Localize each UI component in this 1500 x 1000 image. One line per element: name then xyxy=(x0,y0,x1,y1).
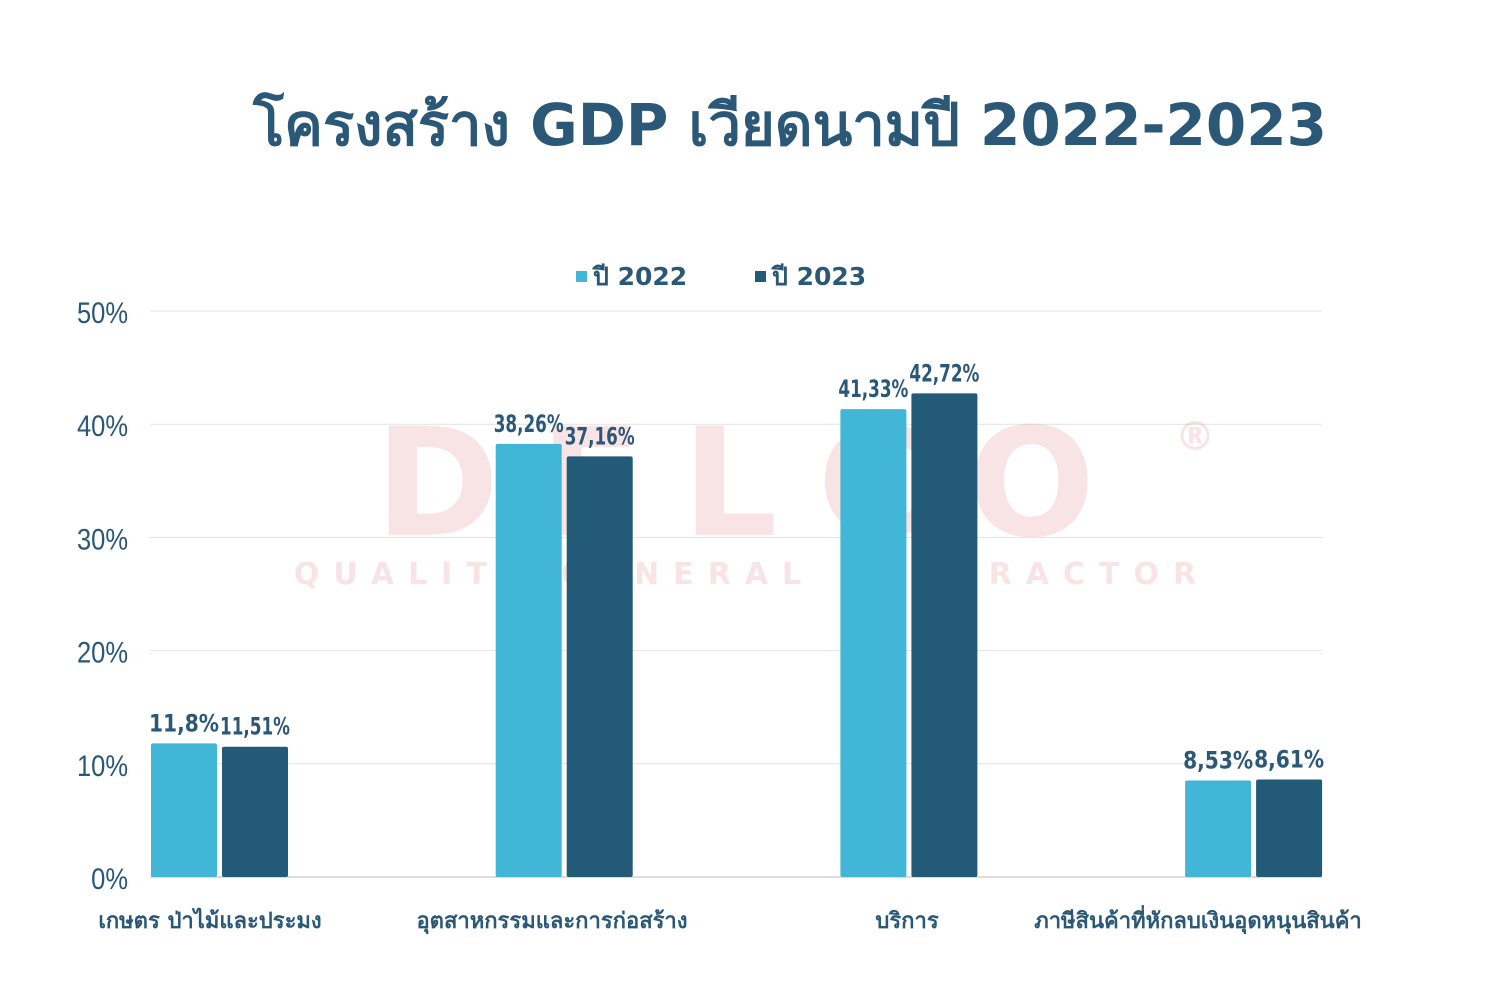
bar-ปี 2023 xyxy=(566,456,633,877)
bar-ปี 2022 xyxy=(495,443,562,877)
chart-title: โครงสร้าง GDP เวียดนามปี 2022-2023 xyxy=(253,91,1327,159)
y-tick-label: 20% xyxy=(77,636,128,669)
y-tick-label: 0% xyxy=(91,862,128,895)
x-tick-label: บริการ xyxy=(875,909,938,934)
legend-label: ปี 2022 xyxy=(591,262,687,291)
data-label: 41,33% xyxy=(838,375,908,403)
data-label: 8,61% xyxy=(1254,746,1324,774)
bar-ปี 2022 xyxy=(151,743,217,877)
data-label: 38,26% xyxy=(494,410,564,438)
bar-ปี 2022 xyxy=(1185,780,1252,877)
legend-swatch xyxy=(755,271,766,282)
data-label: 42,72% xyxy=(909,359,979,387)
watermark-mark: ® xyxy=(1175,414,1215,460)
bar-ปี 2022 xyxy=(840,409,907,877)
y-tick-label: 10% xyxy=(77,749,128,782)
watermark-tagline: QUALITY GENERAL CONTRACTOR xyxy=(294,557,1210,592)
bar-ปี 2023 xyxy=(911,393,978,877)
y-tick-label: 50% xyxy=(77,296,128,329)
data-label: 37,16% xyxy=(565,422,635,450)
x-tick-label: อุตสาหกรรมและการก่อสร้าง xyxy=(416,909,687,935)
y-tick-label: 30% xyxy=(77,522,128,555)
legend-swatch xyxy=(576,271,587,282)
watermark-logo: DELCO xyxy=(375,397,1135,571)
legend-label: ปี 2023 xyxy=(770,262,866,291)
bar-ปี 2023 xyxy=(222,746,288,877)
data-label: 11,51% xyxy=(220,713,290,741)
y-tick-label: 40% xyxy=(77,409,128,442)
x-tick-label: ภาษีสินค้าที่หักลบเงินอุดหนุนสินค้า xyxy=(1034,904,1362,935)
data-label: 8,53% xyxy=(1183,746,1253,774)
x-tick-label: เกษตร ป่าไม้และประมง xyxy=(98,907,321,934)
bar-ปี 2023 xyxy=(1256,779,1323,877)
data-label: 11,8% xyxy=(149,709,219,737)
